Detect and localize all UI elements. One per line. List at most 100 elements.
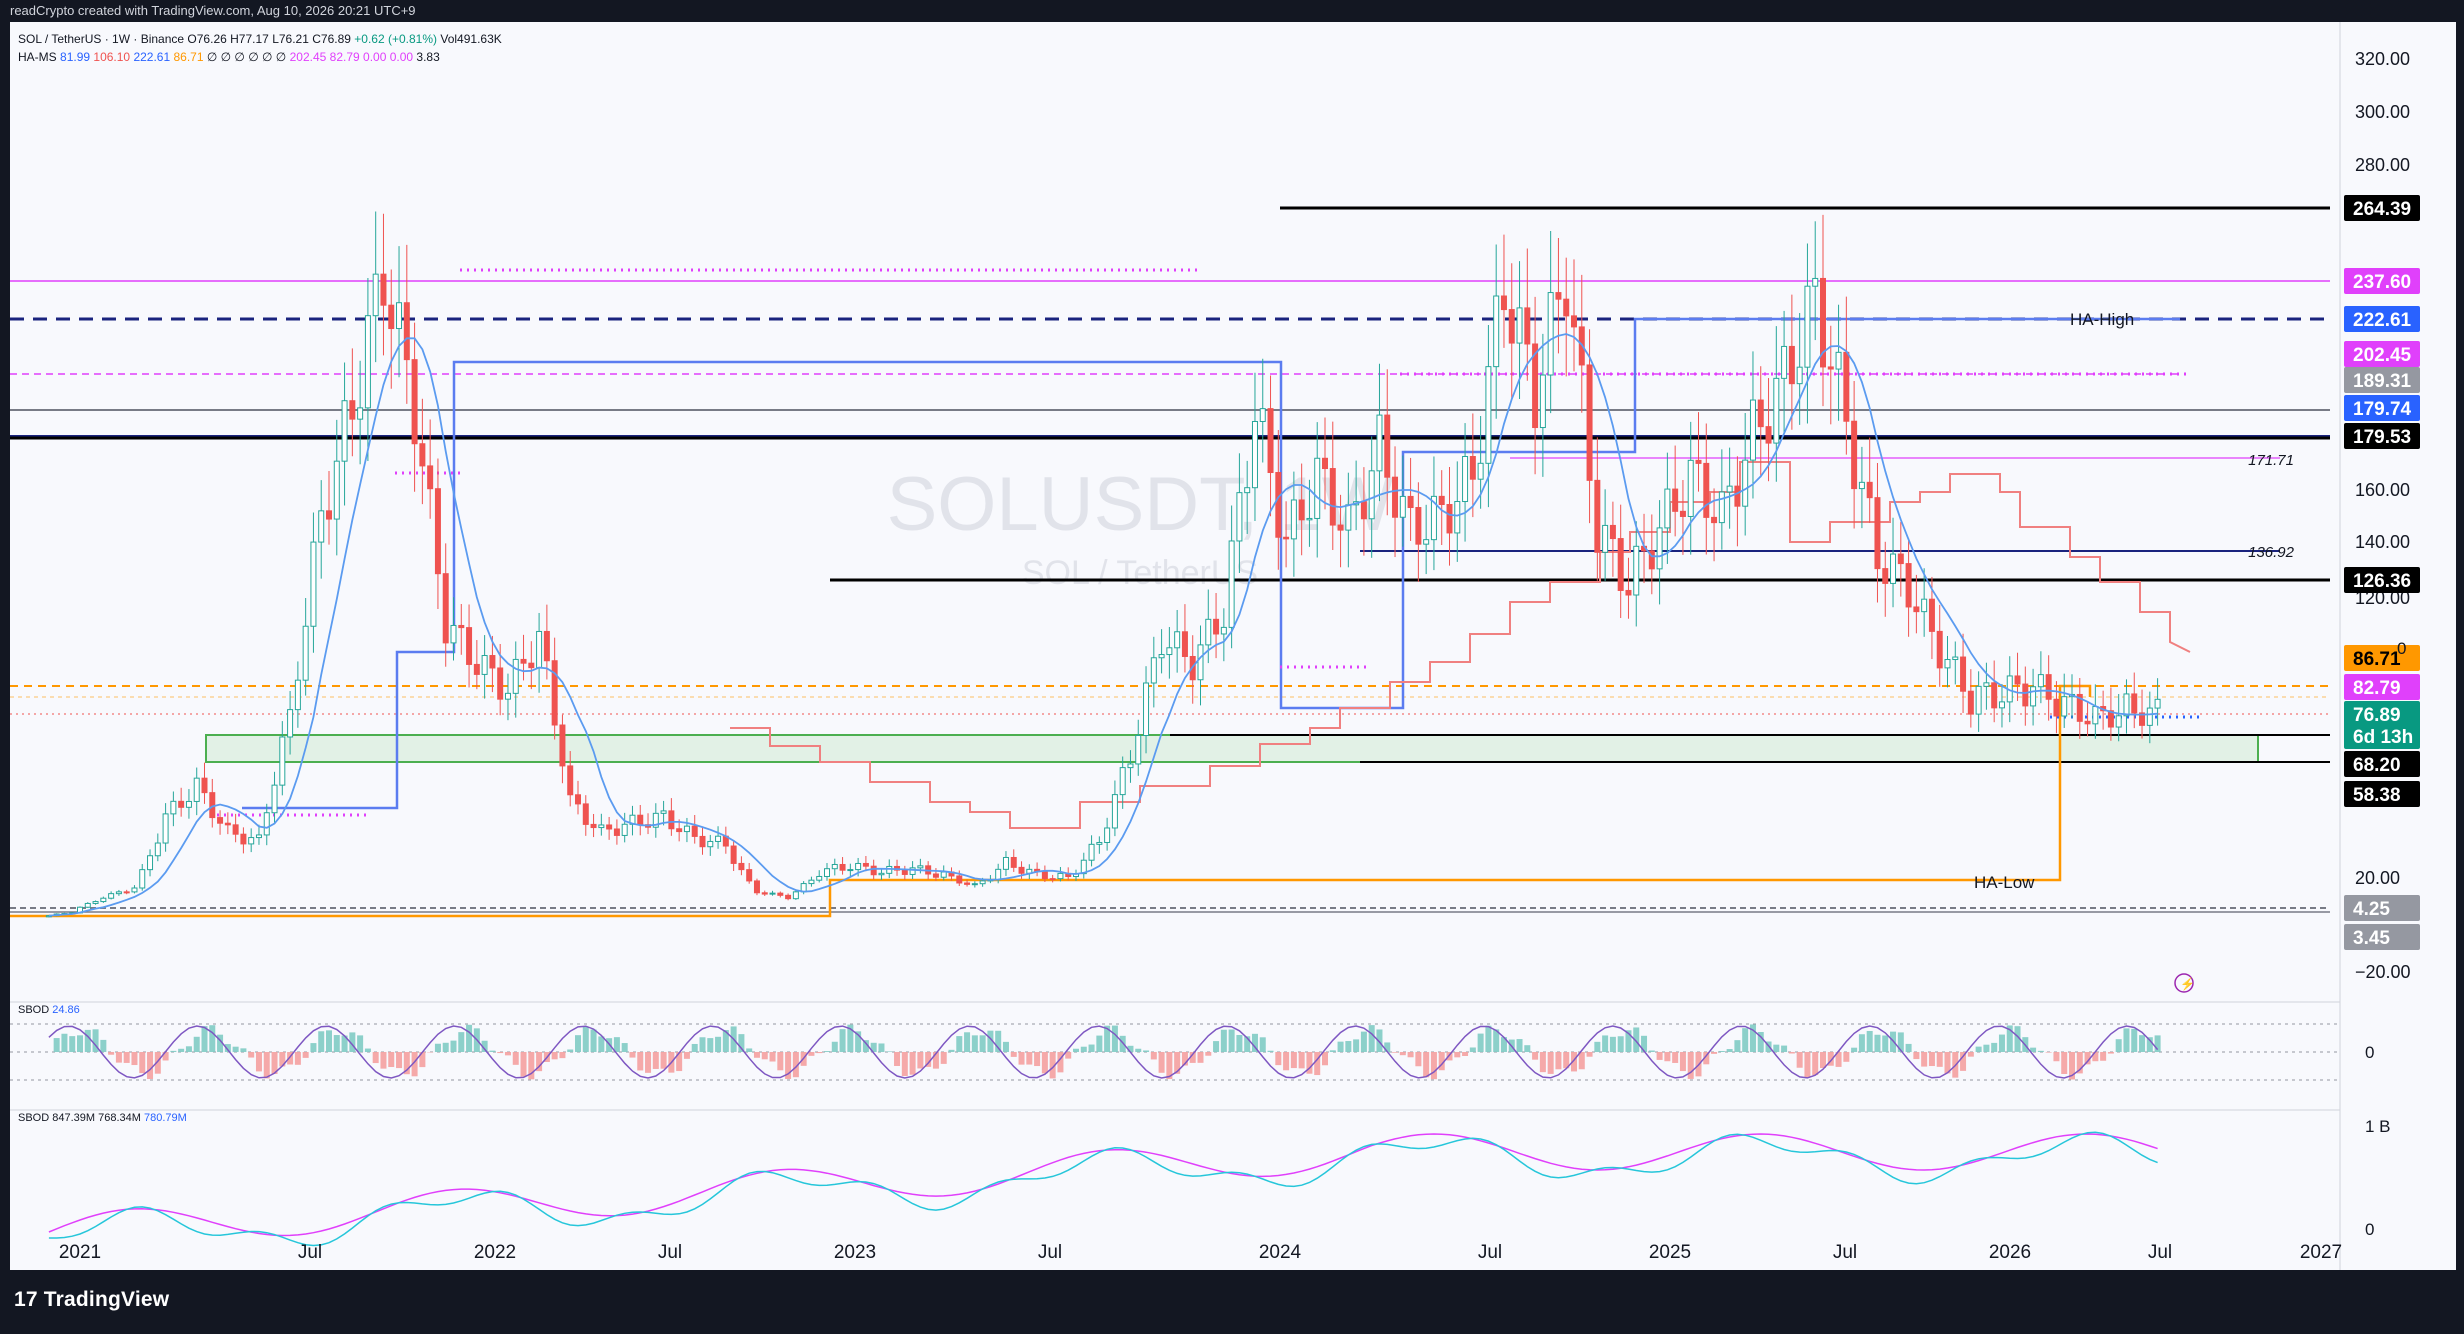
chart-panel[interactable]: SOL / TetherUS · 1W · Binance O76.26 H77…	[10, 22, 2456, 1270]
candle	[2123, 679, 2130, 734]
osc-bar	[1804, 1052, 1811, 1078]
brand-name: TradingView	[43, 1288, 170, 1311]
candle-body	[1446, 504, 1453, 534]
candle	[1158, 629, 1165, 674]
candle-body	[1967, 690, 1974, 715]
candle	[590, 813, 597, 838]
candle	[1111, 780, 1118, 837]
osc-bar	[178, 1048, 185, 1052]
osc-bar	[1625, 1030, 1632, 1052]
candle-body	[1804, 285, 1811, 368]
candle-body	[131, 887, 138, 893]
candle-body	[473, 663, 480, 675]
price-badge	[2344, 268, 2420, 294]
osc-bar	[1205, 1052, 1212, 1056]
candle	[738, 856, 745, 876]
candle-body	[1897, 553, 1904, 565]
candle-body	[100, 897, 107, 903]
candle-body	[1679, 510, 1686, 517]
osc-bar	[1306, 1052, 1313, 1074]
candle-body	[294, 679, 301, 711]
candle	[1874, 462, 1881, 603]
candle	[917, 858, 924, 874]
osc-bar	[1609, 1036, 1616, 1052]
candle-body	[2139, 712, 2146, 726]
osc-bar	[1726, 1049, 1733, 1052]
candle	[551, 637, 558, 740]
osc-bar	[746, 1048, 753, 1052]
candle-body	[956, 875, 963, 884]
osc-bar	[1384, 1042, 1391, 1052]
candle-body	[497, 667, 504, 700]
candle-body	[2030, 686, 2037, 707]
candle	[1664, 452, 1671, 564]
osc-bar	[792, 1052, 799, 1078]
moving-average-layer	[48, 333, 2158, 917]
ha-ms-name: HA-MS	[18, 50, 57, 64]
ha-ms-v5: 202.45	[289, 50, 327, 64]
osc-bar	[582, 1026, 589, 1052]
osc-bar	[1158, 1052, 1165, 1073]
tradingview-logo[interactable]: 17 TradingView	[14, 1288, 169, 1312]
price-chart[interactable]: SOLUSDT, 1W SOL / TetherUS	[10, 22, 2456, 1270]
osc-bar	[1423, 1052, 1430, 1078]
candle-body	[388, 304, 395, 330]
candle	[349, 348, 356, 457]
candle	[1781, 310, 1788, 435]
candle	[520, 634, 527, 681]
osc-bar	[1874, 1034, 1881, 1052]
candle	[971, 881, 978, 888]
candle	[948, 867, 955, 881]
osc-bar	[777, 1052, 784, 1071]
osc-bar	[69, 1036, 76, 1052]
price-badge	[2344, 674, 2420, 700]
candle-body	[1812, 277, 1819, 287]
candle-body	[123, 891, 130, 894]
osc-bar	[964, 1032, 971, 1052]
osc-bar	[2139, 1035, 2146, 1052]
candle	[964, 879, 971, 887]
candle	[1866, 437, 1873, 523]
candle-body	[1205, 618, 1212, 646]
y-tick-label: 280.00	[2355, 155, 2410, 175]
candle-body	[240, 833, 247, 845]
osc-bar	[1415, 1052, 1422, 1067]
candle	[217, 810, 224, 835]
ha-ms-v8: 0.00	[389, 50, 414, 64]
candle-body	[1407, 495, 1414, 509]
candle	[1742, 413, 1749, 536]
osc-bar	[901, 1052, 908, 1077]
osc-bar	[1181, 1052, 1188, 1066]
candle-body	[333, 460, 340, 520]
osc-bar	[1773, 1044, 1780, 1052]
osc-bar	[1150, 1052, 1157, 1060]
osc-bar	[590, 1029, 597, 1052]
osc-bar	[1749, 1024, 1756, 1052]
osc-bar	[1259, 1037, 1266, 1052]
candle	[1267, 375, 1274, 517]
candle-body	[761, 892, 768, 895]
candle	[1952, 641, 1959, 685]
candle-body	[115, 891, 122, 895]
sbod-volume-layer: 1 B 0	[48, 1117, 2391, 1247]
candle-body	[1469, 455, 1476, 480]
candle-body	[1874, 497, 1881, 570]
candle-body	[1088, 843, 1095, 861]
candle-body	[1500, 295, 1507, 311]
osc-bar	[403, 1052, 410, 1075]
osc-bar	[1967, 1052, 1974, 1057]
legend-close: C76.89	[312, 32, 351, 46]
osc-bar	[1664, 1052, 1671, 1062]
osc-bar	[1960, 1052, 1967, 1071]
osc-bar	[333, 1035, 340, 1052]
osc-bar	[302, 1052, 309, 1058]
candle-body	[909, 867, 916, 875]
candle	[224, 812, 231, 835]
price-badge	[2344, 751, 2420, 777]
osc-bar	[1500, 1037, 1507, 1052]
osc-bar	[1835, 1052, 1842, 1067]
candle-body	[1415, 507, 1422, 545]
candle-body	[1267, 408, 1274, 474]
osc-bar	[1407, 1052, 1414, 1058]
blue-moving-average	[48, 333, 2158, 917]
